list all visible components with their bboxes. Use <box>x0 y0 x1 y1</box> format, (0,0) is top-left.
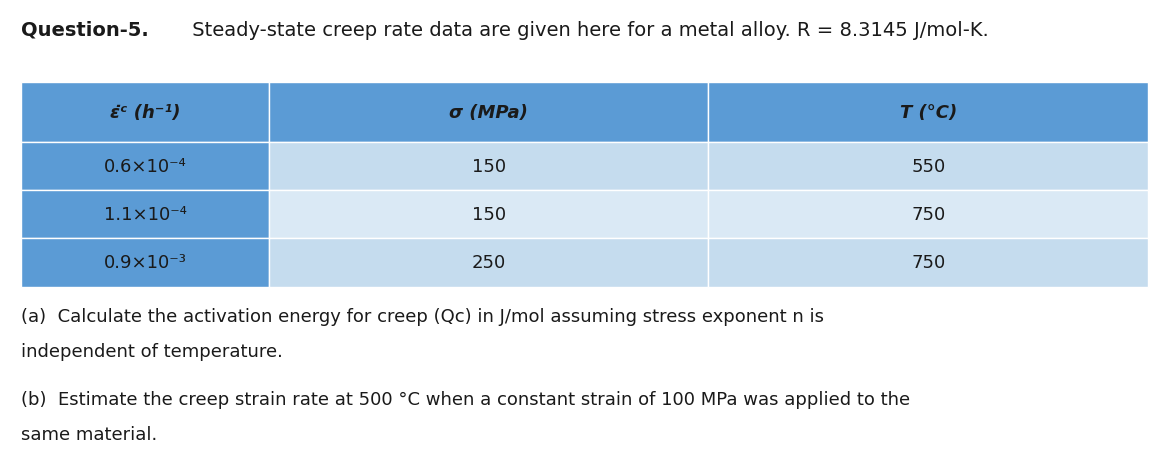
Text: 0.6×10⁻⁴: 0.6×10⁻⁴ <box>104 157 186 175</box>
Text: ε̇ᶜ (h⁻¹): ε̇ᶜ (h⁻¹) <box>110 103 180 122</box>
FancyBboxPatch shape <box>269 83 708 142</box>
Text: Question-5.: Question-5. <box>21 21 148 39</box>
FancyBboxPatch shape <box>708 142 1148 190</box>
Text: 750: 750 <box>911 254 946 272</box>
FancyBboxPatch shape <box>708 190 1148 239</box>
FancyBboxPatch shape <box>269 190 708 239</box>
FancyBboxPatch shape <box>21 83 269 142</box>
FancyBboxPatch shape <box>269 239 708 287</box>
Text: (b)  Estimate the creep strain rate at 500 °C when a constant strain of 100 MPa : (b) Estimate the creep strain rate at 50… <box>21 391 911 409</box>
Text: σ (MPa): σ (MPa) <box>449 103 528 122</box>
Text: T (°C): T (°C) <box>900 103 957 122</box>
Text: 150: 150 <box>471 157 506 175</box>
Text: 250: 250 <box>471 254 506 272</box>
Text: 0.9×10⁻³: 0.9×10⁻³ <box>104 254 186 272</box>
Text: 750: 750 <box>911 206 946 224</box>
Text: same material.: same material. <box>21 425 158 443</box>
FancyBboxPatch shape <box>708 83 1148 142</box>
Text: independent of temperature.: independent of temperature. <box>21 342 283 360</box>
FancyBboxPatch shape <box>21 190 269 239</box>
FancyBboxPatch shape <box>21 142 269 190</box>
Text: 1.1×10⁻⁴: 1.1×10⁻⁴ <box>104 206 186 224</box>
Text: 550: 550 <box>911 157 946 175</box>
FancyBboxPatch shape <box>21 239 269 287</box>
FancyBboxPatch shape <box>269 142 708 190</box>
Text: 150: 150 <box>471 206 506 224</box>
FancyBboxPatch shape <box>708 239 1148 287</box>
Text: Steady-state creep rate data are given here for a metal alloy. R = 8.3145 J/mol-: Steady-state creep rate data are given h… <box>186 21 989 39</box>
Text: (a)  Calculate the activation energy for creep (Qc) in J/mol assuming stress exp: (a) Calculate the activation energy for … <box>21 308 824 325</box>
